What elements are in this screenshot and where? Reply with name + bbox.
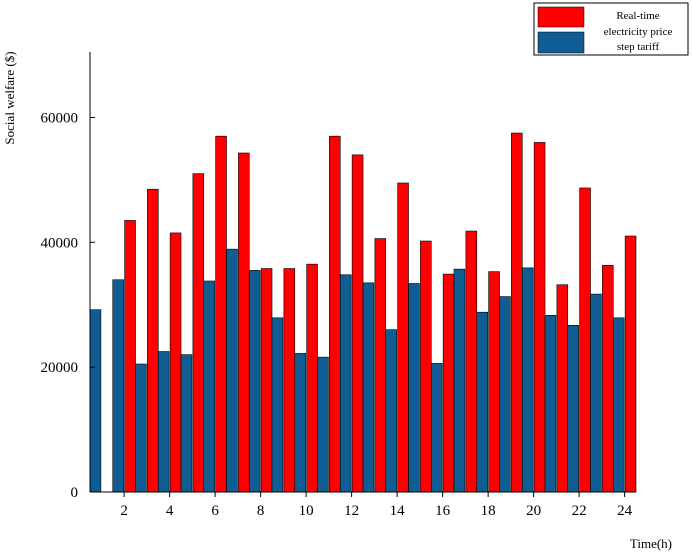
bar-real-time-13 xyxy=(374,238,387,493)
bar-step-tariff-17 xyxy=(453,268,466,493)
bar-step-tariff-12 xyxy=(339,274,352,493)
bar-step-tariff-20 xyxy=(521,267,534,493)
bar-step-tariff-22 xyxy=(567,325,579,493)
bar-real-time-2 xyxy=(124,220,136,493)
y-tick-label: 20000 xyxy=(41,360,79,376)
bar-real-time-23 xyxy=(602,265,614,493)
x-tick-label: 6 xyxy=(211,503,219,519)
x-tick-label: 4 xyxy=(166,503,174,519)
x-tick-label: 2 xyxy=(120,503,128,519)
y-ticks-group: 0 20000 40000 60000 xyxy=(41,110,95,501)
bar-real-time-12 xyxy=(351,154,364,493)
bar-step-tariff-15 xyxy=(408,283,420,493)
y-tick-label: 0 xyxy=(71,485,79,501)
y-tick-label: 40000 xyxy=(41,235,79,251)
bar-step-tariff-2 xyxy=(112,279,124,493)
bar-step-tariff-19 xyxy=(499,296,511,493)
x-tick-label: 12 xyxy=(344,503,359,519)
bar-real-time-18 xyxy=(488,271,500,493)
x-tick-label: 24 xyxy=(617,503,633,519)
x-tick-label: 16 xyxy=(435,503,451,519)
bar-real-time-20 xyxy=(533,142,546,493)
bar-step-tariff-9 xyxy=(271,317,284,493)
bar-step-tariff-21 xyxy=(544,315,557,493)
bar-step-tariff-5 xyxy=(180,354,193,493)
bar-real-time-22 xyxy=(579,187,591,493)
bar-real-time-19 xyxy=(511,132,523,493)
bar-step-tariff-13 xyxy=(362,282,375,493)
bar-real-time-14 xyxy=(397,182,409,493)
x-tick-label: 10 xyxy=(299,503,314,519)
bar-real-time-8 xyxy=(260,268,273,493)
legend-label-real-time-line1: Real-time xyxy=(616,10,659,22)
bar-step-tariff-3 xyxy=(135,363,147,493)
bar-real-time-7 xyxy=(238,152,250,493)
bar-real-time-17 xyxy=(465,230,478,493)
bar-step-tariff-24 xyxy=(612,317,625,493)
y-tick-label: 60000 xyxy=(41,110,79,126)
x-tick-label: 18 xyxy=(481,503,496,519)
bar-step-tariff-7 xyxy=(226,248,238,493)
bar-step-tariff-10 xyxy=(294,353,306,493)
bar-step-tariff-1 xyxy=(89,309,102,493)
bar-step-tariff-4 xyxy=(157,351,170,493)
bar-real-time-11 xyxy=(329,135,341,493)
legend-label-step-tariff: step tariff xyxy=(617,41,660,53)
bar-real-time-6 xyxy=(215,135,227,493)
bars-group xyxy=(89,132,637,493)
bar-real-time-4 xyxy=(169,232,182,493)
bar-real-time-5 xyxy=(192,173,205,493)
x-tick-label: 8 xyxy=(257,503,265,519)
bar-step-tariff-6 xyxy=(203,280,215,493)
bar-real-time-16 xyxy=(442,273,455,493)
legend-swatch-step-tariff xyxy=(537,31,585,54)
legend: Real-time electricity price step tariff xyxy=(533,2,689,56)
bar-real-time-10 xyxy=(306,263,318,493)
x-tick-label: 22 xyxy=(572,503,587,519)
bar-real-time-24 xyxy=(624,235,637,493)
bar-step-tariff-8 xyxy=(248,270,261,493)
bar-step-tariff-16 xyxy=(430,363,443,493)
x-tick-label: 14 xyxy=(390,503,406,519)
legend-swatch-real-time xyxy=(537,6,585,28)
x-ticks-group: 2 4 6 8 10 12 14 16 18 20 22 24 xyxy=(120,492,633,519)
y-axis-label: Social welfare ($) xyxy=(2,51,17,144)
bar-real-time-3 xyxy=(147,188,159,493)
bar-step-tariff-11 xyxy=(317,356,329,493)
bar-real-time-9 xyxy=(283,268,296,493)
x-tick-label: 20 xyxy=(526,503,541,519)
x-axis-label: Time(h) xyxy=(630,536,672,551)
bar-step-tariff-23 xyxy=(590,293,602,493)
bar-step-tariff-14 xyxy=(385,329,397,493)
bar-real-time-15 xyxy=(420,240,432,493)
bar-step-tariff-18 xyxy=(476,311,488,493)
bar-real-time-21 xyxy=(556,284,569,493)
legend-label-real-time-line2: electricity price xyxy=(604,26,673,38)
